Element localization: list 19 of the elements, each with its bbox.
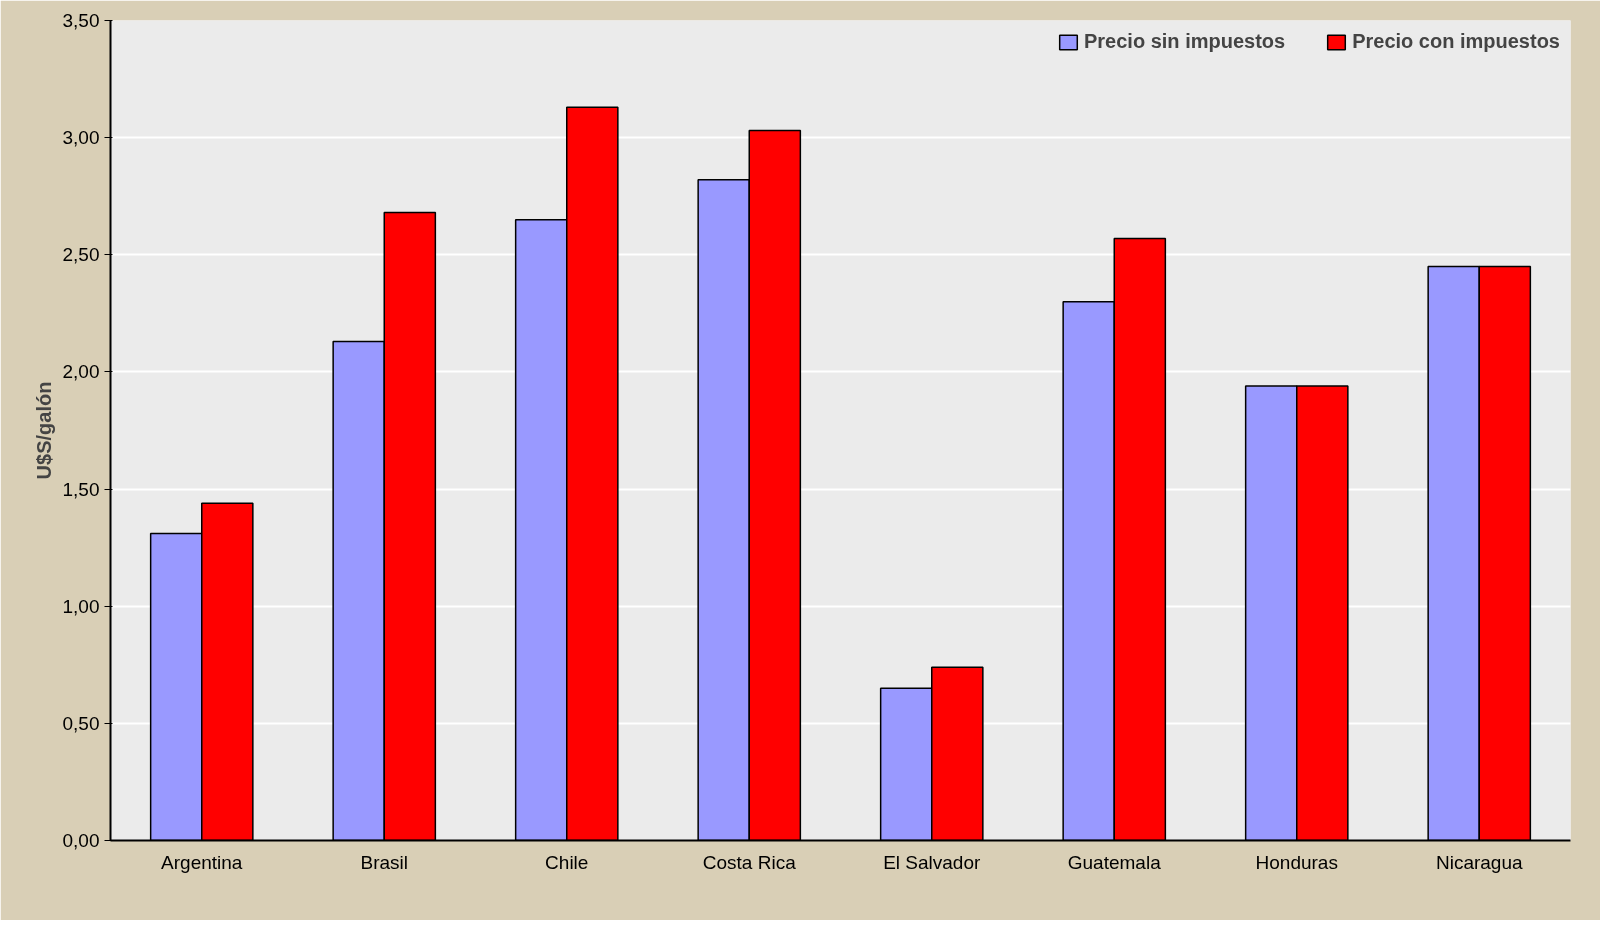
y-tick-label: 0,50 <box>62 712 100 734</box>
y-tick-label: 3,00 <box>62 127 100 149</box>
x-tick-label: El Salvador <box>883 851 981 873</box>
y-tick-label: 0,00 <box>62 830 100 851</box>
y-tick-label: 1,00 <box>62 595 100 617</box>
x-tick-label: Honduras <box>1255 851 1338 873</box>
x-tick-label: Guatemala <box>1067 851 1162 873</box>
x-tick-label: Brasil <box>360 851 409 873</box>
y-tick-label: 3,50 <box>62 10 100 31</box>
y-tick-label: 2,50 <box>62 244 100 266</box>
x-tick-label: Chile <box>545 851 589 873</box>
y-tick-label: 1,50 <box>62 478 100 500</box>
x-tick-label: Argentina <box>161 851 243 873</box>
y-axis-title: U$S/galón <box>32 381 55 480</box>
x-tick-label: Costa Rica <box>702 851 797 873</box>
legend-label: Precio sin impuestos <box>1083 30 1286 53</box>
x-tick-label: Nicaragua <box>1435 851 1523 873</box>
legend-label: Precio con impuestos <box>1352 30 1560 53</box>
y-tick-label: 2,00 <box>62 361 100 383</box>
